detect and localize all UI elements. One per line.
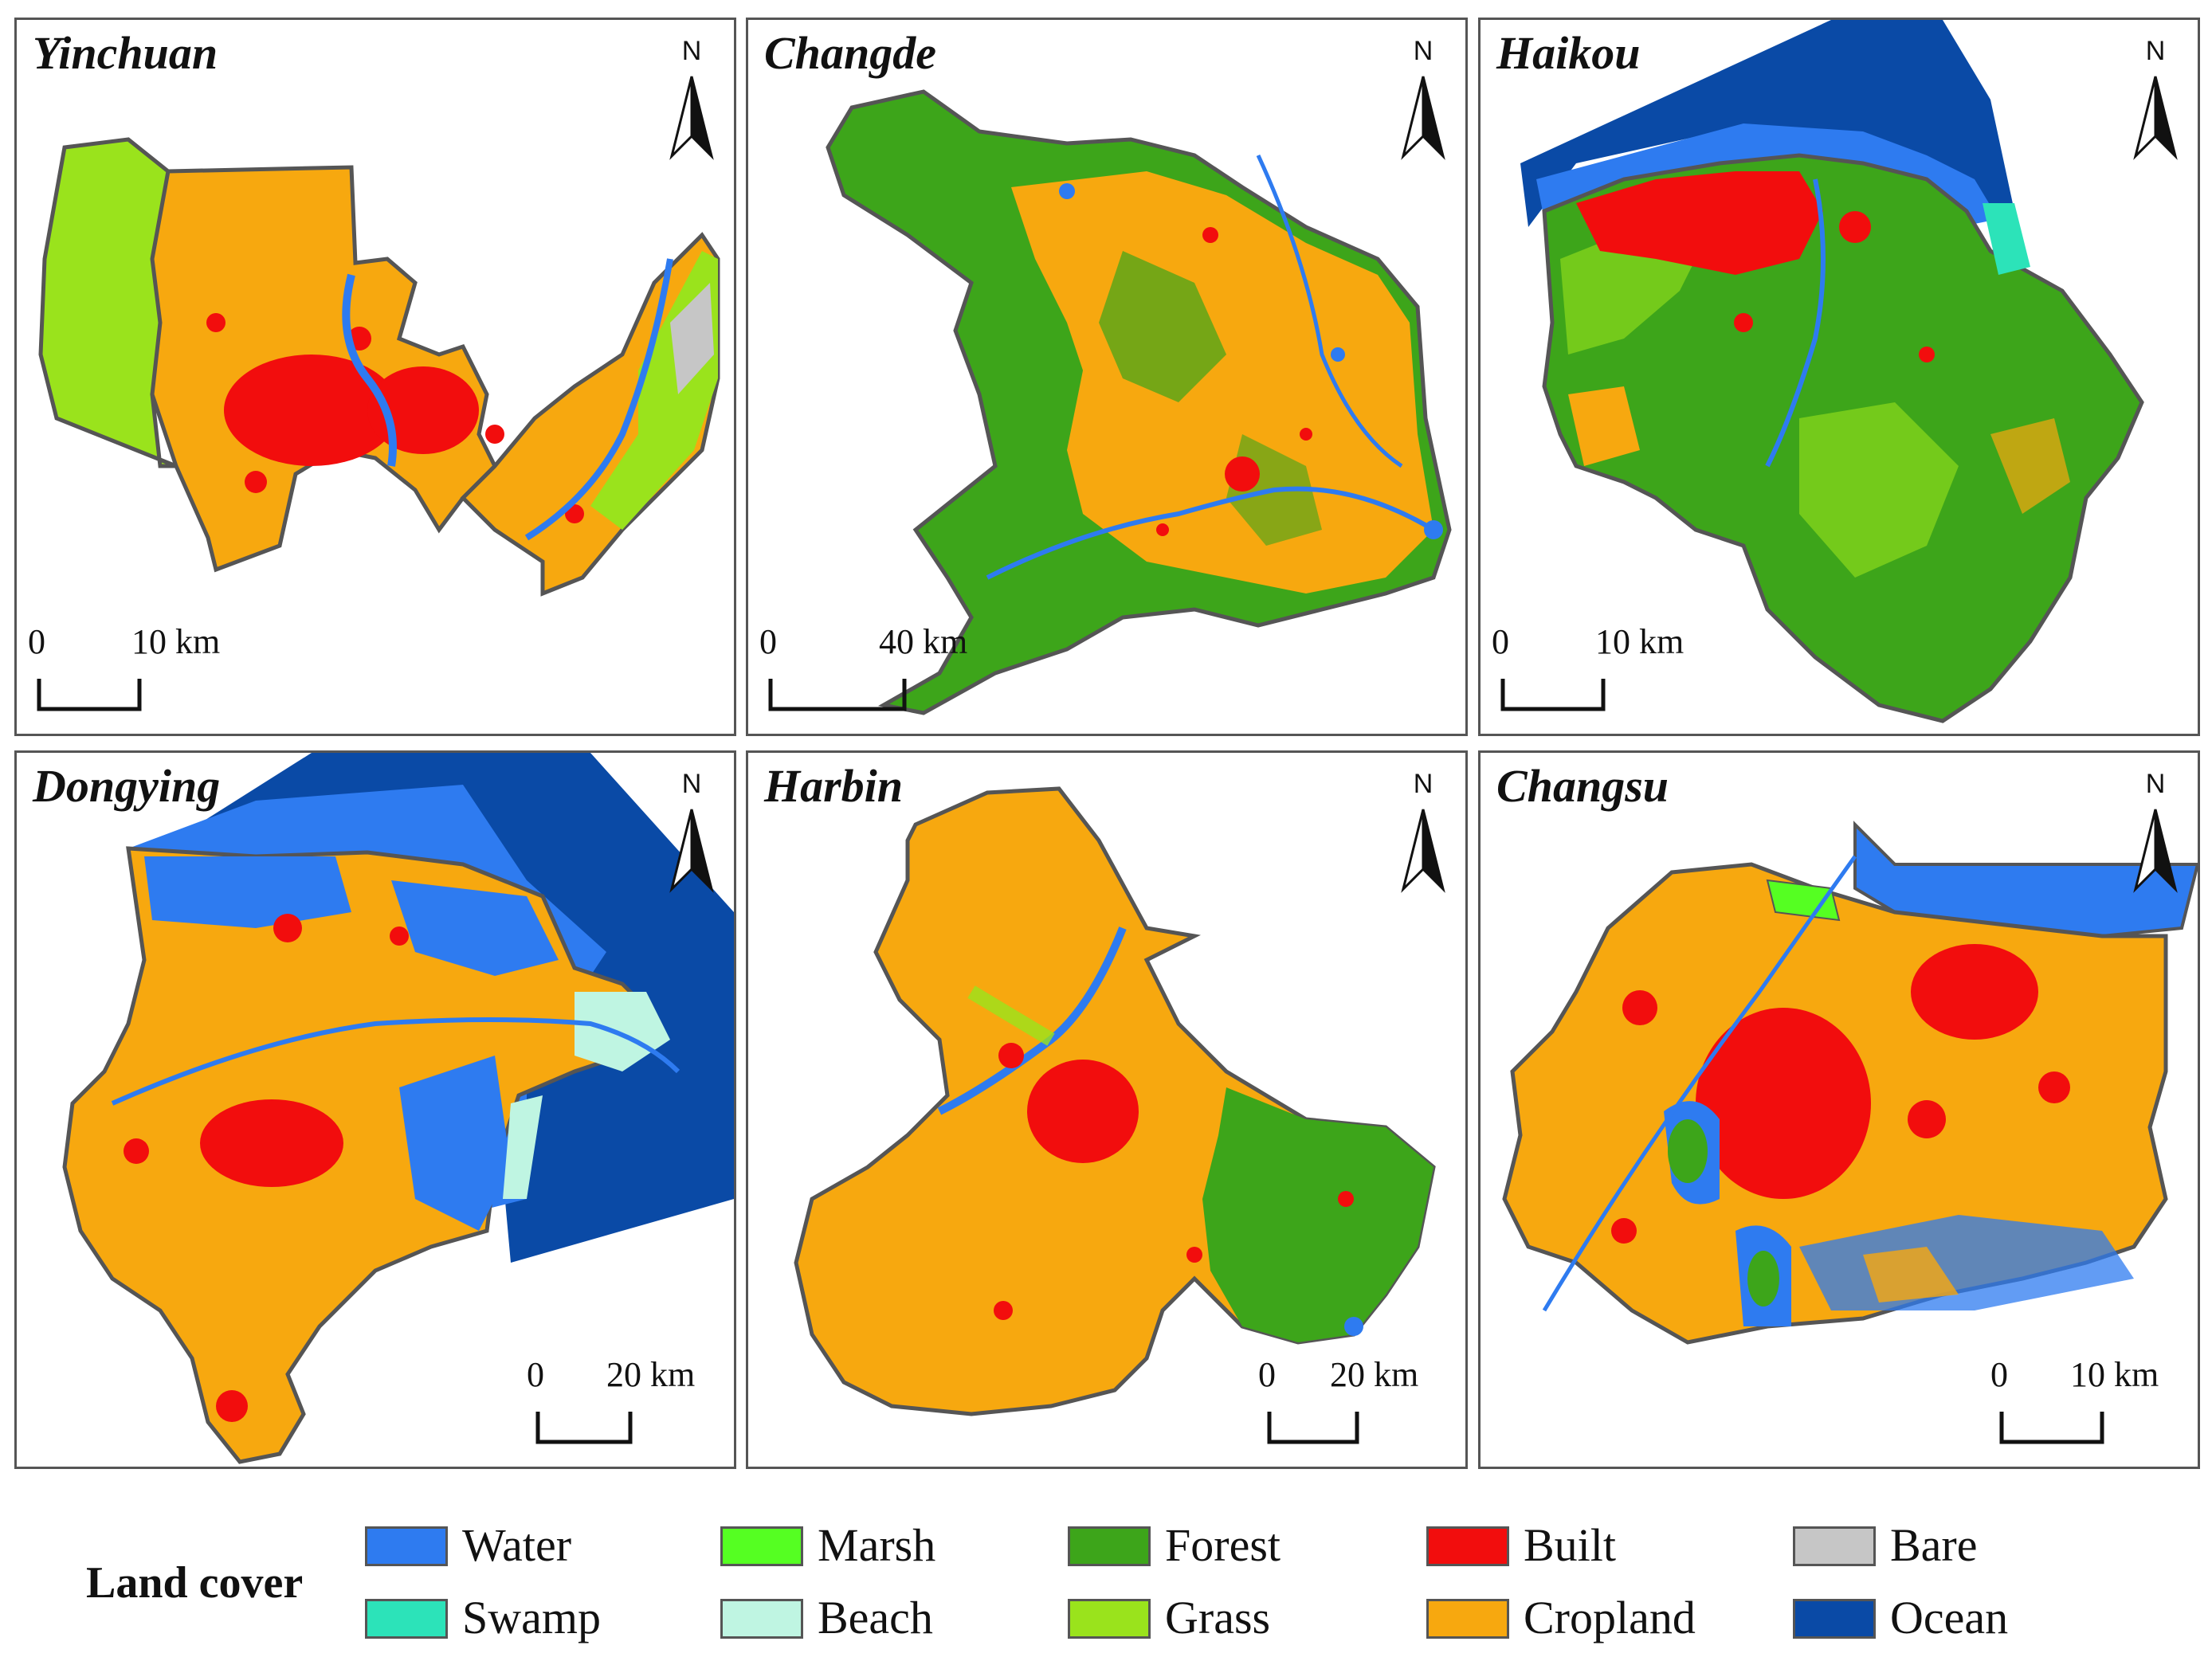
panel-title: Dongying	[33, 760, 221, 812]
legend-swatch	[365, 1526, 448, 1566]
scale-end-label: 10 km	[1595, 622, 1684, 661]
north-arrow: N	[664, 36, 720, 160]
scale-start-label: 0	[28, 622, 45, 661]
haikou-land-cover-map	[1520, 20, 2144, 723]
dongying-land-cover-map	[62, 753, 734, 1464]
legend-label: Swamp	[462, 1592, 601, 1643]
legend-swatch	[1793, 1599, 1876, 1639]
legend-label: Built	[1524, 1519, 1617, 1571]
legend-label: Forest	[1165, 1519, 1281, 1571]
scale-start-label: 0	[527, 1355, 544, 1394]
panel-title: Yinchuan	[33, 27, 218, 79]
changde-land-cover-map	[826, 89, 1452, 715]
north-arrow: N	[664, 769, 720, 893]
panel-title: Harbin	[764, 760, 904, 812]
north-label: N	[2145, 769, 2166, 799]
north-arrow-icon	[1401, 76, 1445, 160]
legend-swatch	[1426, 1526, 1509, 1566]
scale-bar: 0 40 km	[759, 621, 1014, 717]
north-arrow: N	[1395, 769, 1451, 893]
map-panel-changsu: Changsu N 0 10 km	[1478, 750, 2200, 1469]
changsu-land-cover-map	[1502, 821, 2198, 1345]
scale-end-label: 20 km	[606, 1355, 696, 1394]
scale-end-label: 10 km	[131, 622, 221, 661]
north-arrow: N	[2128, 36, 2183, 160]
map-panel-haikou: Haikou N 0 10 km	[1478, 18, 2200, 736]
scale-start-label: 0	[1492, 622, 1509, 661]
legend-label: Cropland	[1524, 1592, 1696, 1643]
map-panel-changde: Changde N 0 40 km	[746, 18, 1468, 736]
panel-title: Haikou	[1496, 27, 1641, 79]
north-arrow: N	[1395, 36, 1451, 160]
legend-swatch	[1426, 1599, 1509, 1639]
north-label: N	[681, 769, 702, 799]
legend-label: Bare	[1890, 1519, 1978, 1571]
panel-title: Changde	[764, 27, 936, 79]
north-arrow-icon	[669, 76, 714, 160]
scale-start-label: 0	[1258, 1355, 1276, 1394]
north-label: N	[2145, 36, 2166, 66]
legend-label: Grass	[1165, 1592, 1271, 1643]
north-label: N	[681, 36, 702, 66]
legend-swatch	[1068, 1599, 1151, 1639]
north-arrow: N	[2128, 769, 2183, 893]
legend-swatch	[720, 1599, 803, 1639]
map-panel-dongying: Dongying N 0 20 km	[14, 750, 736, 1469]
north-arrow-icon	[2133, 809, 2178, 893]
north-label: N	[1413, 36, 1433, 66]
scale-end-label: 40 km	[879, 622, 968, 661]
north-arrow-icon	[669, 809, 714, 893]
legend-label: Water	[462, 1519, 572, 1571]
legend-title: Land cover	[86, 1558, 304, 1608]
legend-swatch	[1068, 1526, 1151, 1566]
harbin-land-cover-map	[794, 786, 1436, 1416]
panel-title: Changsu	[1496, 760, 1669, 812]
yinchuan-land-cover-map	[38, 137, 720, 597]
north-arrow-icon	[2133, 76, 2178, 160]
legend-swatch	[1793, 1526, 1876, 1566]
scale-end-label: 10 km	[2070, 1355, 2159, 1394]
map-panel-yinchuan: Yinchuan N 0 10 km	[14, 18, 736, 736]
map-panel-harbin: Harbin N 0 20 km	[746, 750, 1468, 1469]
north-label: N	[1413, 769, 1433, 799]
legend-label: Beach	[818, 1592, 933, 1643]
scale-bar: 0 10 km	[1492, 621, 1684, 717]
legend-swatch	[365, 1599, 448, 1639]
scale-bar: 0 10 km	[28, 621, 220, 717]
scale-bar: 0 10 km	[1990, 1354, 2174, 1450]
scale-bar: 0 20 km	[1258, 1354, 1441, 1450]
scale-bar: 0 20 km	[527, 1354, 710, 1450]
legend-swatch	[720, 1526, 803, 1566]
scale-end-label: 20 km	[1330, 1355, 1419, 1394]
scale-start-label: 0	[1990, 1355, 2008, 1394]
scale-start-label: 0	[759, 622, 777, 661]
legend-label: Marsh	[818, 1519, 936, 1571]
legend-label: Ocean	[1890, 1592, 2009, 1643]
north-arrow-icon	[1401, 809, 1445, 893]
